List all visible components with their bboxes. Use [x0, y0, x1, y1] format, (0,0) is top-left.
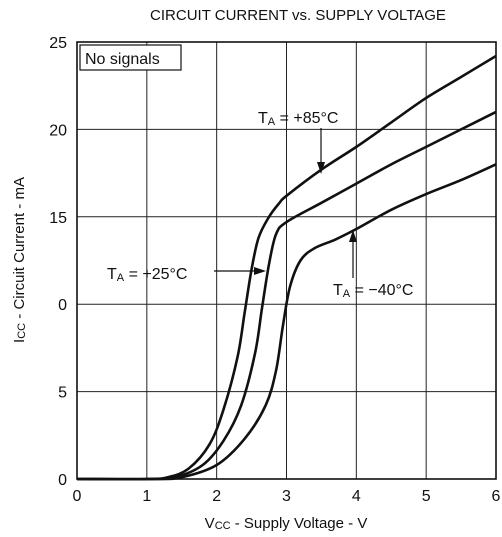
annotation-85c-sub: A	[268, 116, 276, 128]
y-axis-label-rest: - Circuit Current - mA	[11, 177, 28, 323]
annotation-m40c-t: T	[333, 282, 343, 299]
annotation-25c: TA = +25°C	[107, 266, 187, 284]
x-axis-label-rest: - Supply Voltage - V	[231, 515, 368, 532]
arrow-m40c-head	[349, 230, 357, 242]
x-axis-label-sub: CC	[215, 520, 231, 532]
gridlines	[77, 42, 496, 479]
x-axis-label: VCC - Supply Voltage - V	[205, 515, 368, 532]
x-tick-labels: 0 1 2 3 4 5 6	[73, 488, 501, 505]
series-line-0	[76, 54, 497, 481]
legend-box	[79, 44, 182, 71]
x-axis-label-v: V	[205, 515, 215, 532]
series-line-2	[76, 163, 497, 481]
arrow-85c-head	[317, 162, 325, 174]
y-tick-label-3: 15	[49, 210, 67, 227]
y-tick-label-1: 5	[58, 385, 67, 402]
x-tick-label-3: 3	[282, 488, 291, 505]
annotation-25c-label: = +25°C	[124, 266, 187, 283]
annotation-25c-sub: A	[117, 272, 125, 284]
legend-text: No signals	[85, 51, 160, 68]
series-line-1	[76, 110, 497, 481]
chart-title: CIRCUIT CURRENT vs. SUPPLY VOLTAGE	[150, 7, 446, 24]
y-axis-label-i: I	[11, 339, 28, 343]
x-tick-label-6: 6	[492, 488, 501, 505]
y-axis-label-sub: CC	[16, 323, 28, 339]
x-tick-label-4: 4	[352, 488, 361, 505]
y-tick-labels: 0 5 0 15 20 25	[49, 35, 67, 489]
annotation-m40c-label: = −40°C	[350, 282, 413, 299]
x-tick-label-0: 0	[73, 488, 82, 505]
annotation-m40c-sub: A	[343, 288, 351, 300]
y-tick-label-5: 25	[49, 35, 67, 52]
annotation-m40c: TA = −40°C	[333, 282, 413, 300]
annotation-85c-label: = +85°C	[275, 110, 338, 127]
y-tick-label-4: 20	[49, 122, 67, 139]
annotation-85c-t: T	[258, 110, 268, 127]
plot-frame	[76, 41, 497, 480]
series-lines	[76, 54, 497, 481]
x-tick-label-5: 5	[422, 488, 431, 505]
x-tick-label-1: 1	[142, 488, 151, 505]
annotation-25c-t: T	[107, 266, 117, 283]
x-tick-label-2: 2	[212, 488, 221, 505]
y-tick-label-0: 0	[58, 472, 67, 489]
y-tick-label-2: 0	[58, 297, 67, 314]
arrow-25c-head	[254, 267, 266, 275]
annotation-85c: TA = +85°C	[258, 110, 338, 128]
y-axis-label: ICC - Circuit Current - mA	[11, 177, 28, 343]
